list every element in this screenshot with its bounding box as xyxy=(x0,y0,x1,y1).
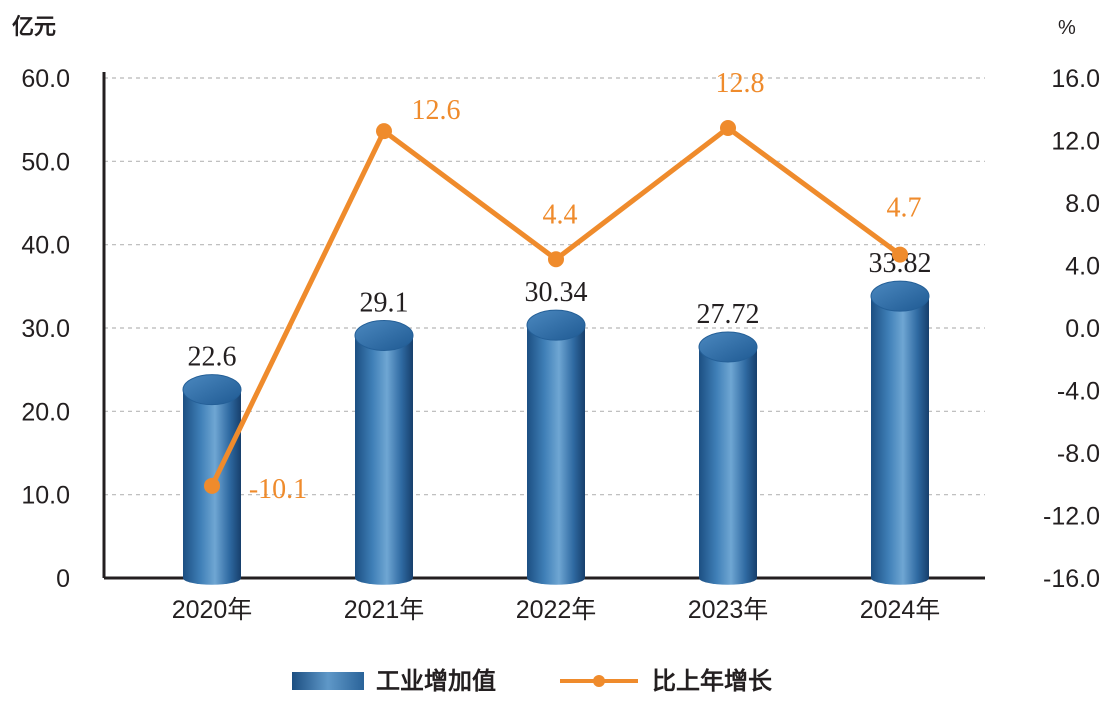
bar-top xyxy=(182,374,242,406)
growth-point xyxy=(892,246,908,263)
bar-body xyxy=(527,325,585,585)
y-left-tick-label: 10.0 xyxy=(21,482,70,510)
y-left-tick-label: 30.0 xyxy=(21,315,70,343)
bar xyxy=(698,331,758,585)
growth-value-label: 12.8 xyxy=(716,68,765,99)
bar-value-label: 22.6 xyxy=(188,342,237,373)
bar-top xyxy=(354,320,414,351)
growth-point xyxy=(204,477,220,494)
y-right-tick-label: -4.0 xyxy=(1057,378,1100,406)
x-tick-label: 2021年 xyxy=(344,596,425,624)
bar-top xyxy=(698,331,758,363)
y-right-tick-label: -8.0 xyxy=(1057,440,1100,468)
growth-point xyxy=(720,120,736,136)
bar-body xyxy=(699,347,757,585)
y-right-tick-label: -12.0 xyxy=(1043,503,1100,531)
growth-value-label: 4.4 xyxy=(543,199,578,230)
y-right-tick-label: 12.0 xyxy=(1051,128,1100,156)
growth-value-label: -10.1 xyxy=(249,474,307,505)
y-left-tick-label: 60.0 xyxy=(21,65,70,93)
y-left-tick-label: 20.0 xyxy=(21,398,70,426)
axis-layer: 亿元 % 0 10.0 20.0 30.0 40.0 50.0 60.0 -16.0 -12.0… xyxy=(12,14,1100,624)
bar xyxy=(526,309,586,585)
legend-bar-label: 工业增加值 xyxy=(376,667,496,695)
legend-line-label: 比上年增长 xyxy=(652,667,773,695)
y-left-tick-label: 50.0 xyxy=(21,148,70,176)
growth-value-label: 4.7 xyxy=(887,193,922,224)
line-layer: -10.1 12.6 4.4 12.8 4.7 xyxy=(204,68,922,505)
bar-top xyxy=(870,280,930,312)
bar xyxy=(354,320,414,585)
left-unit-label: 亿元 xyxy=(12,14,56,39)
y-right-tick-label: 8.0 xyxy=(1065,190,1100,218)
legend-bar-swatch xyxy=(292,672,364,690)
growth-point xyxy=(376,123,392,140)
bar-value-label: 27.72 xyxy=(697,299,760,330)
y-right-tick-label: 16.0 xyxy=(1051,65,1100,93)
y-right-tick-label: 0.0 xyxy=(1065,315,1100,343)
right-unit-label: % xyxy=(1058,17,1076,39)
growth-point xyxy=(548,251,564,268)
bar-value-label: 29.1 xyxy=(360,288,409,319)
bar xyxy=(870,280,930,585)
growth-value-label: 12.6 xyxy=(412,95,461,126)
bar-body xyxy=(871,296,929,585)
legend-line-marker xyxy=(593,675,605,687)
x-tick-label: 2020年 xyxy=(172,596,253,624)
x-tick-label: 2023年 xyxy=(688,596,769,624)
y-right-tick-label: -16.0 xyxy=(1043,565,1100,593)
y-left-tick-label: 0 xyxy=(56,565,70,593)
bar-top xyxy=(526,309,586,341)
bar-value-label: 30.34 xyxy=(525,277,588,308)
bar-body xyxy=(355,335,413,585)
y-right-tick-label: 4.0 xyxy=(1065,253,1100,281)
y-left-tick-label: 40.0 xyxy=(21,232,70,260)
legend: 工业增加值 比上年增长 xyxy=(292,667,773,695)
x-tick-label: 2022年 xyxy=(516,596,597,624)
x-tick-label: 2024年 xyxy=(860,596,941,624)
